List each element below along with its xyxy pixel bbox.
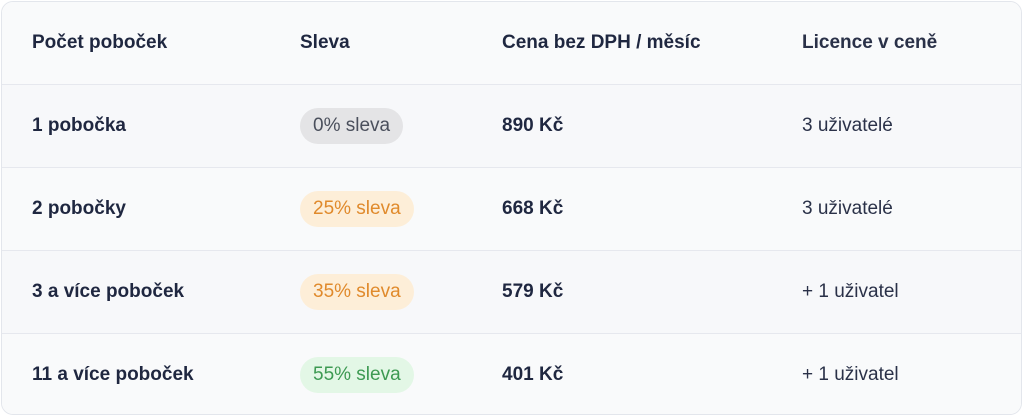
price-cell: 579 Kč — [502, 281, 564, 302]
table-row: 2 pobočky 25% sleva 668 Kč 3 uživatelé — [2, 168, 1021, 251]
header-branches: Počet poboček — [32, 32, 168, 53]
header-price: Cena bez DPH / měsíc — [502, 32, 701, 53]
branches-cell: 2 pobočky — [32, 198, 126, 219]
discount-cell: 0% sleva — [300, 85, 404, 167]
discount-badge: 35% sleva — [300, 274, 414, 310]
discount-badge: 25% sleva — [300, 191, 414, 227]
header-discount: Sleva — [300, 32, 350, 53]
licence-cell: 3 uživatelé — [802, 115, 893, 136]
discount-cell: 55% sleva — [300, 334, 414, 414]
licence-cell: 3 uživatelé — [802, 198, 893, 219]
header-licence: Licence v ceně — [802, 32, 938, 53]
discount-cell: 35% sleva — [300, 251, 414, 333]
licence-cell: + 1 uživatel — [802, 281, 899, 302]
branches-cell: 1 pobočka — [32, 115, 126, 136]
table-row: 3 a více poboček 35% sleva 579 Kč + 1 už… — [2, 251, 1021, 334]
branches-cell: 11 a více poboček — [32, 364, 194, 385]
discount-badge: 55% sleva — [300, 357, 414, 393]
discount-cell: 25% sleva — [300, 168, 414, 250]
table-header: Počet poboček Sleva Cena bez DPH / měsíc… — [2, 2, 1021, 85]
table-row: 11 a více poboček 55% sleva 401 Kč + 1 u… — [2, 334, 1021, 414]
branches-cell: 3 a více poboček — [32, 281, 185, 302]
discount-badge: 0% sleva — [300, 108, 404, 144]
price-cell: 890 Kč — [502, 115, 564, 136]
table-row: 1 pobočka 0% sleva 890 Kč 3 uživatelé — [2, 85, 1021, 168]
price-cell: 668 Kč — [502, 198, 564, 219]
licence-cell: + 1 uživatel — [802, 364, 899, 385]
price-cell: 401 Kč — [502, 364, 564, 385]
